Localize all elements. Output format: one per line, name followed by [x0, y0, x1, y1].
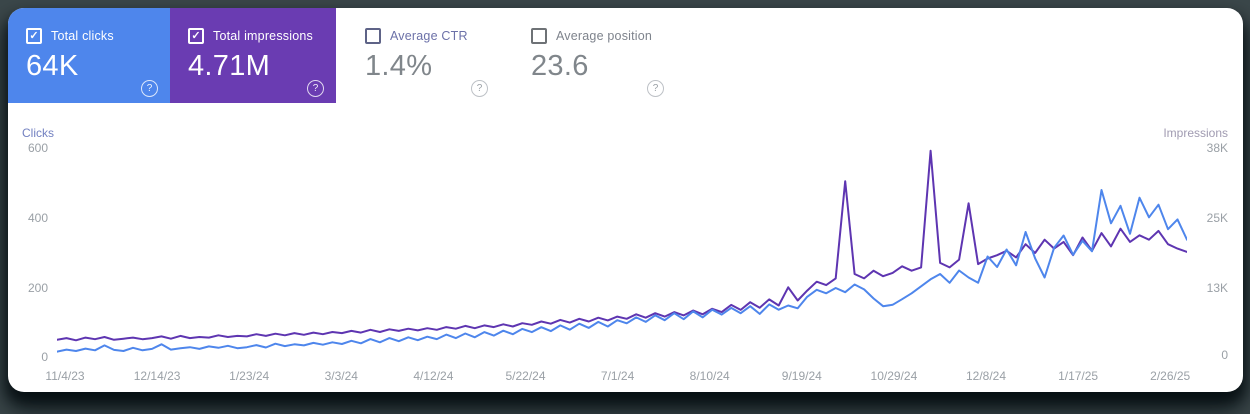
y-tick-left: 0 — [41, 350, 48, 364]
line-total-clicks — [57, 189, 1187, 353]
help-icon[interactable]: ? — [647, 80, 664, 97]
y-tick-left: 600 — [27, 141, 48, 155]
help-icon[interactable]: ? — [141, 80, 158, 97]
total-clicks-value: 64K — [26, 50, 79, 82]
average-position-label: Average position — [556, 29, 653, 43]
x-tick-date: 1/17/25 — [1058, 369, 1099, 383]
x-tick-date: 7/1/24 — [600, 369, 635, 383]
x-tick-date: 9/19/24 — [781, 369, 822, 383]
average-ctr-label: Average CTR — [390, 29, 468, 43]
left-axis-title: Clicks — [22, 126, 54, 140]
average-ctr-value: 1.4% — [365, 50, 433, 82]
y-tick-left: 200 — [27, 281, 48, 295]
card-average-ctr[interactable]: Average CTR 1.4% ? — [357, 8, 522, 103]
performance-line-chart[interactable] — [57, 148, 1187, 358]
average-position-value: 23.6 — [531, 50, 589, 82]
total-impressions-label: Total impressions — [213, 29, 313, 43]
total-impressions-value: 4.71M — [188, 50, 271, 82]
average-ctr-checkbox[interactable] — [365, 28, 381, 44]
performance-panel: ✓ Total clicks 64K ? ✓ Total impressions… — [8, 8, 1243, 392]
total-clicks-checkbox[interactable]: ✓ — [26, 28, 42, 44]
y-tick-right: 13K — [1206, 281, 1228, 295]
x-tick-date: 10/29/24 — [870, 369, 918, 383]
x-tick-date: 12/8/24 — [965, 369, 1007, 383]
card-total-impressions[interactable]: ✓ Total impressions 4.71M ? — [170, 8, 336, 103]
y-tick-right: 0 — [1221, 348, 1228, 362]
x-tick-date: 5/22/24 — [505, 369, 546, 383]
y-tick-right: 25K — [1206, 211, 1228, 225]
y-tick-right: 38K — [1206, 141, 1228, 155]
x-tick-date: 1/23/24 — [229, 369, 270, 383]
y-tick-left: 400 — [27, 211, 48, 225]
total-clicks-label: Total clicks — [51, 29, 114, 43]
help-icon[interactable]: ? — [471, 80, 488, 97]
total-impressions-checkbox[interactable]: ✓ — [188, 28, 204, 44]
x-tick-date: 8/10/24 — [689, 369, 730, 383]
help-icon[interactable]: ? — [307, 80, 324, 97]
line-total-impressions — [57, 149, 1187, 342]
card-total-clicks[interactable]: ✓ Total clicks 64K ? — [8, 8, 170, 103]
x-tick-date: 3/3/24 — [324, 369, 358, 383]
average-position-checkbox[interactable] — [531, 28, 547, 44]
x-tick-date: 2/26/25 — [1150, 369, 1191, 383]
x-tick-date: 4/12/24 — [413, 369, 454, 383]
card-average-position[interactable]: Average position 23.6 ? — [523, 8, 698, 103]
x-tick-date: 12/14/23 — [133, 369, 181, 383]
x-tick-date: 11/4/23 — [45, 369, 85, 383]
right-axis-title: Impressions — [1163, 126, 1228, 140]
